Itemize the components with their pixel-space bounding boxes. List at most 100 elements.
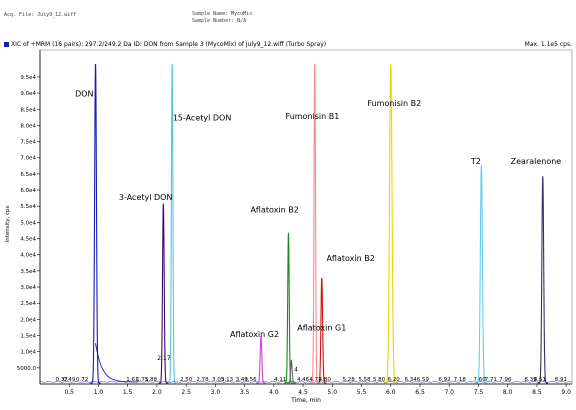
x-tick-label: 2.0 — [152, 389, 162, 396]
retention-time-label: 6.20 — [388, 377, 401, 383]
y-tick-label: 7.5e4 — [20, 140, 36, 146]
peak-label: Aflatoxin B2 — [326, 254, 374, 263]
y-tick-label: 4.0e4 — [20, 253, 36, 259]
peak-label: 15-Acetyl DON — [173, 114, 232, 123]
retention-time-label: 4.46 — [297, 377, 310, 383]
peak-label: T2 — [470, 157, 481, 166]
retention-time-label: 7.71 — [485, 377, 497, 383]
retention-time-label: 3.56 — [244, 377, 257, 383]
retention-time-label: 5.80 — [373, 377, 386, 383]
peak-trace — [475, 164, 488, 384]
peak-label: Aflatoxin G2 — [230, 330, 279, 339]
y-tick-label: 8.0e4 — [20, 123, 36, 129]
y-tick-label: 1.5e4 — [20, 334, 36, 340]
sample-number-label: Sample Number: N/A — [192, 18, 247, 24]
peak-trace — [383, 63, 398, 384]
peak-trace — [256, 336, 266, 384]
don-tail-trace — [95, 343, 138, 383]
peak-trace — [537, 176, 548, 384]
x-tick-label: 4.5 — [298, 389, 308, 396]
max-intensity-text: Max. 1.1e5 cps. — [524, 41, 572, 48]
retention-time-label: 7.18 — [454, 377, 467, 383]
series-color-swatch — [4, 42, 9, 47]
x-tick-label: 3.0 — [211, 389, 221, 396]
retention-time-label: 2.50 — [180, 377, 193, 383]
y-tick-label: 3.0e4 — [20, 285, 36, 291]
peak-trace — [167, 63, 177, 384]
y-tick-label: 9.0e4 — [20, 91, 36, 97]
chart-title-bar: XIC of +MRM (16 pairs): 297.2/249.2 Da I… — [4, 40, 576, 49]
retention-time-label: 4.80 — [319, 377, 332, 383]
retention-time-label: 3.05 — [212, 377, 225, 383]
retention-time-label: 6.34 — [405, 377, 418, 383]
sample-name-label: Sample Name: MycoMix — [192, 11, 253, 17]
retention-time-label: 1.75 — [136, 377, 149, 383]
y-tick-label: 5.5e4 — [20, 204, 36, 210]
x-tick-label: 5.0 — [328, 389, 338, 396]
x-tick-label: 6.0 — [386, 389, 396, 396]
acq-file-label: Acq. File: July9_12.wiff — [4, 12, 77, 18]
retention-time-label: 8.51 — [534, 377, 546, 383]
y-tick-label: 8.5e4 — [20, 107, 36, 113]
y-tick-label: 3.5e4 — [20, 269, 36, 275]
retention-time-label: 4 — [294, 367, 298, 374]
peak-trace — [310, 63, 319, 384]
x-tick-label: 1.0 — [94, 389, 104, 396]
y-tick-label: 5.0e4 — [20, 220, 36, 226]
retention-time-label: 6.59 — [417, 377, 430, 383]
retention-time-label: 5.58 — [358, 377, 371, 383]
x-tick-label: 8.0 — [503, 389, 513, 396]
retention-time-label: 0.49 — [63, 377, 76, 383]
y-tick-label: 7.0e4 — [20, 156, 36, 162]
peak-label: Aflatoxin B2 — [250, 206, 298, 215]
x-tick-label: 0.5 — [64, 389, 74, 396]
x-axis-label: Time, min — [290, 397, 321, 404]
peak-trace — [90, 63, 101, 384]
retention-time-label: 0.72 — [76, 377, 88, 383]
x-tick-label: 7.5 — [474, 389, 484, 396]
retention-time-label: 5.28 — [343, 377, 356, 383]
retention-time-label: 7.96 — [499, 377, 512, 383]
retention-time-label: 4.71 — [309, 377, 321, 383]
retention-time-label: 0.37 — [56, 377, 69, 383]
peak-label: Fumonisin B1 — [286, 112, 340, 121]
x-tick-label: 9.0 — [561, 389, 571, 396]
retention-time-label: 7.60 — [474, 377, 487, 383]
y-tick-label: 2.0e4 — [20, 317, 36, 323]
x-tick-label: 8.5 — [532, 389, 542, 396]
peak-label: 3-Acetyl DON — [119, 193, 173, 202]
x-tick-label: 1.5 — [123, 389, 133, 396]
peak-label: Zearalenone — [511, 157, 562, 166]
peak-label: DON — [75, 89, 93, 98]
plot-frame — [39, 49, 573, 385]
retention-time-label: 1.88 — [145, 377, 158, 383]
y-tick-label: 6.0e4 — [20, 188, 36, 194]
peak-label: Aflatoxin G1 — [297, 324, 346, 333]
y-tick-label: 2.5e4 — [20, 301, 36, 307]
y-tick-label: 5000.0 — [17, 366, 37, 372]
peak-trace — [284, 232, 293, 384]
retention-time-label: 1.61 — [126, 377, 138, 383]
x-tick-label: 2.5 — [181, 389, 191, 396]
retention-time-label: 2.17 — [157, 355, 171, 362]
y-tick-label: 1.0e4 — [20, 350, 36, 356]
peak-label: Fumonisin B2 — [367, 99, 421, 108]
y-axis-label: Intensity, cps — [5, 205, 11, 242]
y-tick-label: 6.5e4 — [20, 172, 36, 178]
xic-legend-text: XIC of +MRM (16 pairs): 297.2/249.2 Da I… — [11, 41, 327, 48]
x-tick-label: 3.5 — [240, 389, 250, 396]
y-tick-label: 4.5e4 — [20, 237, 36, 243]
retention-time-label: 8.39 — [524, 377, 537, 383]
x-tick-label: 5.5 — [357, 389, 367, 396]
peak-trace — [287, 359, 296, 384]
retention-time-label: 8.91 — [555, 377, 567, 383]
peak-trace — [158, 203, 169, 384]
x-tick-label: 4.0 — [269, 389, 279, 396]
y-tick-label: 9.5e4 — [20, 75, 36, 81]
retention-time-label: 4.11 — [274, 377, 286, 383]
retention-time-label: 3.13 — [221, 377, 234, 383]
retention-time-label: 2.78 — [196, 377, 209, 383]
x-tick-label: 6.5 — [415, 389, 425, 396]
x-tick-label: 7.0 — [444, 389, 454, 396]
